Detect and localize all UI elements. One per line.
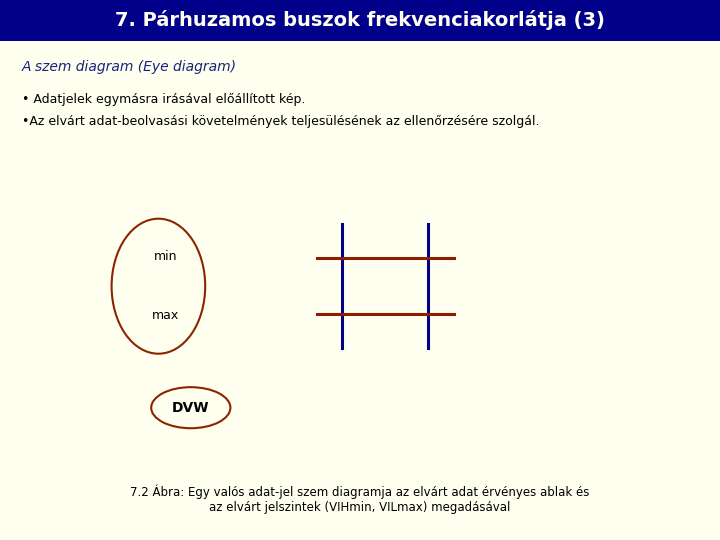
Text: •Az elvárt adat-beolvasási követelmények teljesülésének az ellenőrzésére szolgál: •Az elvárt adat-beolvasási követelmények… (22, 115, 539, 128)
Bar (0, 0, 720, 40)
Text: 7. Párhuzamos buszok frekvenciakorlátja (3): 7. Párhuzamos buszok frekvenciakorlátja … (115, 10, 605, 30)
Text: • Adatjelek egymásra irásával előállított kép.: • Adatjelek egymásra irásával előállítot… (22, 93, 305, 106)
Ellipse shape (151, 387, 230, 428)
Text: DVW: DVW (172, 401, 210, 415)
Text: max: max (152, 309, 179, 322)
Text: 7.2 Ábra: Egy valós adat-jel szem diagramja az elvárt adat érvényes ablak és
az : 7.2 Ábra: Egy valós adat-jel szem diagra… (130, 485, 590, 514)
Text: A szem diagram (Eye diagram): A szem diagram (Eye diagram) (22, 60, 237, 75)
Text: min: min (154, 250, 177, 263)
